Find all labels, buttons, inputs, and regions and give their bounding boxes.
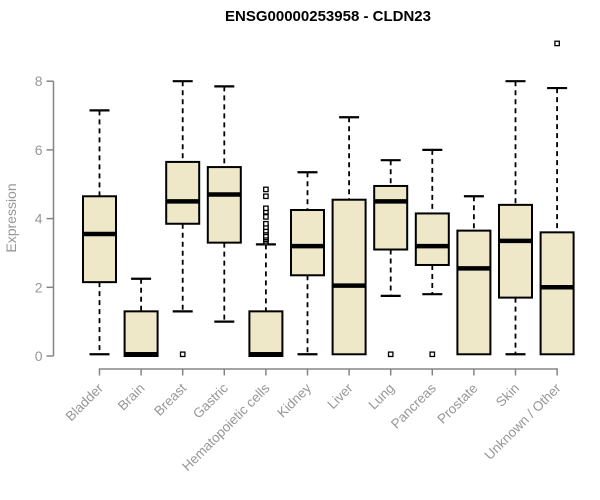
outlier-Unknown / Other [554,40,560,47]
x-tick-label: Kidney [274,380,314,420]
chart-title: ENSG00000253958 - CLDN23 [225,8,431,25]
box-Prostate [456,229,492,356]
outlier-Pancreas [429,351,436,358]
box-Unknown / Other [539,231,575,356]
x-tick-label: Prostate [434,381,480,427]
x-tick-label: Pancreas [388,380,439,431]
x-tick-label: Breast [151,380,189,418]
outlier-Breast [179,351,186,358]
outlier-Hematopoietic cells [263,205,269,212]
x-tick-label: Skin [493,381,522,410]
box-Skin [498,203,533,299]
box-Brain [123,310,159,357]
outlier-Hematopoietic cells [263,186,269,193]
box-Kidney [290,209,325,277]
outlier-Hematopoietic cells [263,220,269,227]
x-tick-label: Lung [365,381,397,413]
box-Hematopoietic cells [248,310,284,357]
outlier-Hematopoietic cells [263,214,269,220]
x-tick-label: Gastric [190,380,231,421]
outlier-Hematopoietic cells [263,193,269,200]
y-tick-label: 0 [35,348,43,364]
box-Bladder [82,195,117,284]
y-tick-label: 6 [35,142,43,158]
box-Breast [165,160,201,225]
x-tick-label: Bladder [63,380,107,424]
x-tick-label: Liver [324,380,356,412]
x-tick-label: Unknown / Other [481,380,564,463]
outlier-Lung [387,351,394,358]
y-tick-label: 4 [35,211,43,227]
y-axis-label: Expression [3,183,19,252]
box-Pancreas [414,212,450,266]
x-tick-label: Brain [115,381,148,414]
y-tick-label: 2 [35,279,43,295]
box-Lung [373,184,409,251]
y-tick-label: 8 [35,73,43,89]
box-Gastric [206,166,242,244]
box-Liver [331,198,367,356]
